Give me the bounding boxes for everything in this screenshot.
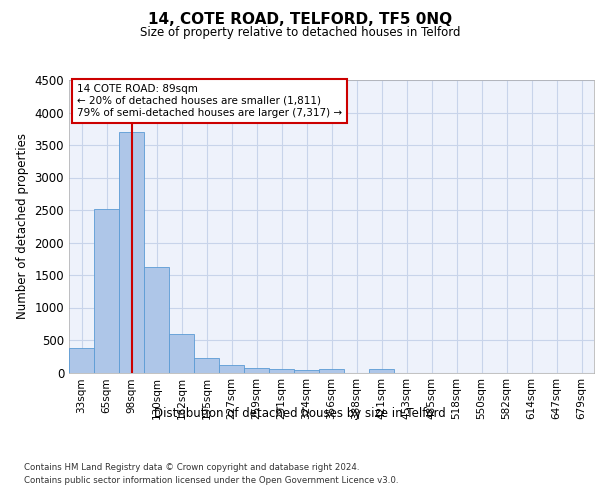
Text: Contains HM Land Registry data © Crown copyright and database right 2024.: Contains HM Land Registry data © Crown c…	[24, 462, 359, 471]
Bar	[94, 210, 119, 372]
Bar	[194, 358, 219, 372]
Bar	[369, 369, 394, 372]
Text: Size of property relative to detached houses in Telford: Size of property relative to detached ho…	[140, 26, 460, 39]
Bar	[294, 370, 319, 372]
Text: Distribution of detached houses by size in Telford: Distribution of detached houses by size …	[154, 408, 446, 420]
Bar	[69, 348, 94, 372]
Bar	[119, 132, 144, 372]
Bar	[144, 266, 169, 372]
Bar	[169, 334, 194, 372]
Y-axis label: Number of detached properties: Number of detached properties	[16, 133, 29, 320]
Text: Contains public sector information licensed under the Open Government Licence v3: Contains public sector information licen…	[24, 476, 398, 485]
Text: 14 COTE ROAD: 89sqm
← 20% of detached houses are smaller (1,811)
79% of semi-det: 14 COTE ROAD: 89sqm ← 20% of detached ho…	[77, 84, 342, 117]
Bar	[269, 369, 294, 372]
Bar	[219, 366, 244, 372]
Bar	[244, 368, 269, 372]
Bar	[319, 369, 344, 372]
Text: 14, COTE ROAD, TELFORD, TF5 0NQ: 14, COTE ROAD, TELFORD, TF5 0NQ	[148, 12, 452, 28]
